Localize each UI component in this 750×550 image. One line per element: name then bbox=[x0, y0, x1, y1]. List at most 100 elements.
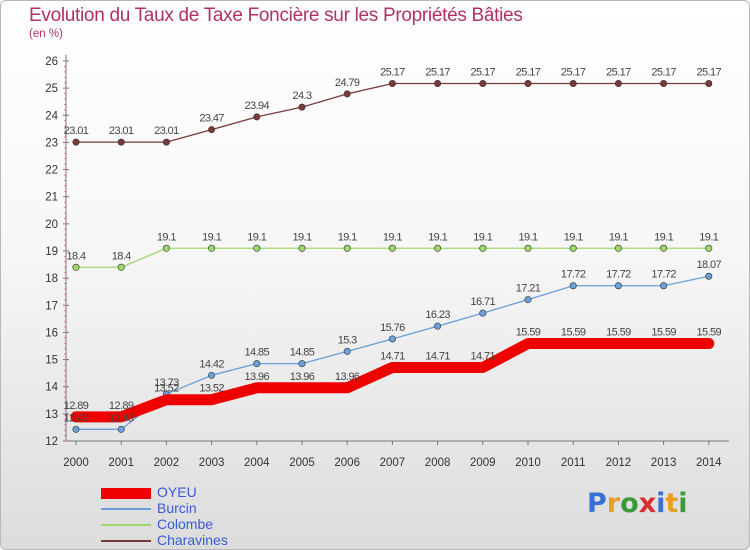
data-point-charavines bbox=[569, 80, 577, 88]
x-tick-label: 2014 bbox=[696, 457, 722, 469]
data-point-colombe bbox=[479, 244, 487, 252]
logo-letter: P bbox=[587, 488, 607, 519]
data-label-oyeu: 14.71 bbox=[380, 350, 405, 362]
y-unit-label: (en %) bbox=[29, 28, 63, 40]
y-tick-label: 17 bbox=[45, 300, 58, 312]
data-label-charavines: 25.17 bbox=[561, 67, 586, 79]
x-tick-label: 2000 bbox=[63, 457, 89, 469]
legend-label: Charavines bbox=[157, 532, 228, 548]
data-label-charavines: 23.01 bbox=[109, 125, 134, 137]
data-label-charavines: 25.17 bbox=[516, 67, 541, 79]
data-label-charavines: 25.17 bbox=[380, 67, 405, 79]
legend-label: OYEU bbox=[157, 484, 197, 500]
data-point-colombe bbox=[117, 263, 125, 271]
legend-swatch bbox=[101, 487, 151, 499]
x-tick-label: 2001 bbox=[108, 457, 134, 469]
data-label-burcin: 13.73 bbox=[154, 377, 179, 389]
data-label-oyeu: 13.96 bbox=[335, 371, 360, 383]
data-label-colombe: 19.1 bbox=[338, 231, 357, 243]
y-tick-label: 12 bbox=[45, 436, 58, 448]
data-point-colombe bbox=[569, 244, 577, 252]
data-point-colombe bbox=[524, 244, 532, 252]
data-label-colombe: 19.1 bbox=[654, 231, 673, 243]
data-point-colombe bbox=[434, 244, 442, 252]
logo-letter: o bbox=[620, 488, 639, 519]
data-point-charavines bbox=[388, 80, 396, 88]
data-point-colombe bbox=[660, 244, 668, 252]
data-label-burcin: 14.42 bbox=[199, 358, 224, 370]
data-label-colombe: 19.1 bbox=[564, 231, 583, 243]
data-label-oyeu: 12.89 bbox=[109, 400, 134, 412]
data-point-burcin bbox=[117, 425, 125, 433]
data-label-charavines: 23.94 bbox=[245, 100, 270, 112]
data-point-burcin bbox=[388, 335, 396, 343]
x-tick-label: 2005 bbox=[289, 457, 315, 469]
y-tick-label: 24 bbox=[45, 110, 58, 122]
data-label-oyeu: 13.52 bbox=[154, 383, 179, 395]
logo-letter: i bbox=[656, 488, 666, 519]
legend-swatch bbox=[101, 524, 151, 526]
y-tick-label: 21 bbox=[45, 192, 58, 204]
y-tick-label: 18 bbox=[45, 273, 58, 285]
y-tick-label: 16 bbox=[45, 327, 58, 339]
data-label-burcin: 16.71 bbox=[471, 296, 496, 308]
data-label-colombe: 19.1 bbox=[473, 231, 492, 243]
data-point-colombe bbox=[614, 244, 622, 252]
y-tick-label: 13 bbox=[45, 409, 58, 421]
chart-title: Evolution du Taux de Taxe Foncière sur l… bbox=[29, 5, 523, 26]
data-label-burcin: 15.76 bbox=[380, 322, 405, 334]
data-point-charavines bbox=[343, 90, 351, 98]
data-point-colombe bbox=[253, 244, 261, 252]
data-label-charavines: 23.01 bbox=[154, 125, 179, 137]
data-point-burcin bbox=[434, 322, 442, 330]
data-point-charavines bbox=[253, 113, 261, 121]
data-label-colombe: 19.1 bbox=[428, 231, 447, 243]
x-tick-label: 2003 bbox=[199, 457, 225, 469]
data-label-charavines: 25.17 bbox=[606, 67, 631, 79]
data-label-charavines: 23.47 bbox=[199, 113, 224, 125]
data-label-burcin: 18.07 bbox=[697, 259, 722, 271]
legend-label: Colombe bbox=[157, 516, 214, 532]
x-tick-label: 2012 bbox=[606, 457, 632, 469]
data-point-burcin bbox=[614, 282, 622, 290]
legend-swatch bbox=[101, 540, 151, 542]
data-point-charavines bbox=[434, 80, 442, 88]
y-tick-label: 22 bbox=[45, 165, 58, 177]
data-label-burcin: 17.72 bbox=[606, 269, 631, 281]
data-label-oyeu: 15.59 bbox=[606, 327, 631, 339]
data-point-colombe bbox=[343, 244, 351, 252]
y-tick-label: 15 bbox=[45, 355, 58, 367]
data-label-colombe: 19.1 bbox=[202, 231, 221, 243]
logo-letter: x bbox=[638, 488, 657, 519]
data-point-charavines bbox=[162, 138, 170, 146]
data-point-burcin bbox=[72, 425, 80, 433]
data-label-colombe: 19.1 bbox=[518, 231, 537, 243]
data-label-burcin: 15.3 bbox=[338, 334, 357, 346]
data-label-burcin: 17.21 bbox=[516, 283, 541, 295]
data-label-colombe: 19.1 bbox=[699, 231, 718, 243]
data-label-burcin: 12.43 bbox=[109, 412, 134, 424]
data-label-burcin: 16.23 bbox=[425, 309, 450, 321]
data-label-oyeu: 12.89 bbox=[64, 400, 89, 412]
y-tick-label: 25 bbox=[45, 83, 58, 95]
logo-letter: i bbox=[678, 488, 688, 519]
x-tick-label: 2007 bbox=[380, 457, 406, 469]
data-label-colombe: 19.1 bbox=[383, 231, 402, 243]
y-tick-label: 19 bbox=[45, 246, 58, 258]
data-point-burcin bbox=[705, 272, 713, 280]
data-label-charavines: 24.3 bbox=[292, 90, 311, 102]
data-point-burcin bbox=[479, 309, 487, 317]
data-point-burcin bbox=[253, 360, 261, 368]
data-label-oyeu: 15.59 bbox=[561, 327, 586, 339]
legend-label: Burcin bbox=[157, 500, 197, 516]
data-label-charavines: 24.79 bbox=[335, 77, 360, 89]
data-label-oyeu: 14.71 bbox=[425, 350, 450, 362]
x-tick-label: 2009 bbox=[470, 457, 496, 469]
data-label-oyeu: 13.52 bbox=[199, 383, 224, 395]
data-point-burcin bbox=[569, 282, 577, 290]
data-point-charavines bbox=[208, 126, 216, 134]
data-label-oyeu: 14.71 bbox=[471, 350, 496, 362]
data-label-oyeu: 13.96 bbox=[245, 371, 270, 383]
data-point-colombe bbox=[705, 244, 713, 252]
data-point-burcin bbox=[660, 282, 668, 290]
